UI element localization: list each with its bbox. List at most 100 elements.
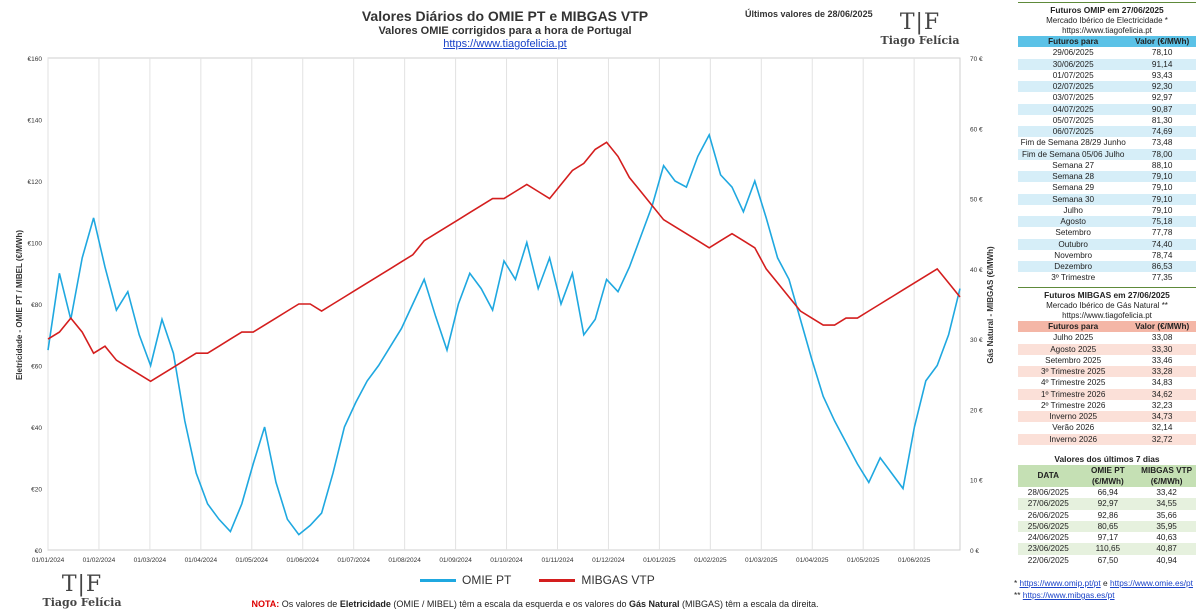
note-prefix: NOTA: bbox=[251, 599, 280, 609]
x-tick-label: 01/09/2024 bbox=[439, 557, 472, 564]
table-row: Agosto 2025 33,30 bbox=[1018, 343, 1196, 355]
mibgas-link[interactable]: https://www.tiagofelicia.pt bbox=[1062, 311, 1152, 320]
table-row: 22/06/2025 67,50 40,94 bbox=[1018, 555, 1196, 566]
mibgas-cell: 3º Trimestre 2025 bbox=[1040, 367, 1106, 376]
mibgas-cell: 33,28 bbox=[1151, 367, 1173, 376]
note-text-1: Os valores de bbox=[279, 599, 340, 609]
x-tick-label: 01/05/2024 bbox=[236, 557, 269, 564]
x-tick-label: 01/11/2024 bbox=[541, 557, 573, 564]
legend-swatch-mibgas bbox=[539, 578, 576, 582]
website-link[interactable]: https://www.tiagofelicia.pt bbox=[443, 38, 567, 50]
y-right-tick-label: 50 € bbox=[970, 197, 983, 204]
last7-col-omie-name: OMIE PT bbox=[1091, 466, 1125, 475]
omip-cell: 77,78 bbox=[1151, 228, 1173, 238]
last7-cell: 66,94 bbox=[1097, 488, 1119, 497]
y-axis-left-ticks: €0 €20 €40 €60 €80 €100 €120 €140 €160 bbox=[28, 56, 43, 555]
omip-cell: 78,00 bbox=[1151, 149, 1173, 159]
omip-cell: 91,14 bbox=[1151, 59, 1173, 69]
table-row: Novembro 78,74 bbox=[1018, 250, 1196, 261]
last7-rows: 28/06/2025 66,94 33,42 27/06/2025 92,97 34,55… bbox=[1018, 487, 1196, 566]
footer-and: e bbox=[1103, 578, 1108, 588]
mibgas-cell: 1º Trimestre 2026 bbox=[1040, 389, 1106, 399]
omip-cell: 92,30 bbox=[1151, 82, 1173, 91]
mibgas-cell: Inverno 2025 bbox=[1049, 412, 1098, 421]
table-row: 24/06/2025 97,17 40,63 bbox=[1018, 532, 1196, 543]
x-tick-label: 01/02/2024 bbox=[83, 557, 116, 564]
x-tick-label: 01/01/2025 bbox=[643, 557, 676, 564]
y-left-tick-label: €0 bbox=[35, 548, 43, 555]
x-tick-label: 01/06/2024 bbox=[286, 557, 319, 564]
logo-mark-bottom: T|F bbox=[61, 572, 103, 597]
note-text-3: (MIBGAS) têm a escala da direita. bbox=[679, 599, 819, 609]
last7-cell: 26/06/2025 bbox=[1027, 510, 1069, 520]
y-left-tick-label: €140 bbox=[28, 118, 43, 125]
omip-cell: Setembro bbox=[1055, 228, 1091, 238]
omip-cell: 06/07/2025 bbox=[1052, 127, 1094, 136]
plot-frame bbox=[47, 57, 961, 551]
table-row: 25/06/2025 80,65 35,95 bbox=[1018, 520, 1196, 532]
omip-cell: Semana 28 bbox=[1052, 172, 1095, 181]
table-row: Verão 2026 32,14 bbox=[1018, 422, 1196, 433]
last7-col-date: DATA bbox=[1037, 471, 1060, 480]
omip-cell: 75,18 bbox=[1151, 217, 1173, 226]
last7-cell: 40,87 bbox=[1156, 544, 1177, 554]
last7-title: Valores dos últimos 7 dias bbox=[1054, 454, 1160, 464]
omip-cell: 78,74 bbox=[1151, 250, 1173, 260]
mibgas-cell: 32,72 bbox=[1151, 434, 1173, 444]
omip-col-futures: Futuros para bbox=[1048, 37, 1099, 46]
table-row: 3º Trimestre 2025 33,28 bbox=[1018, 366, 1196, 378]
table-row: Semana 28 79,10 bbox=[1018, 171, 1196, 183]
table-row: 1º Trimestre 2026 34,62 bbox=[1018, 388, 1196, 400]
y-axis-right-ticks: 0 € 10 € 20 € 30 € 40 € 50 € 60 € 70 € bbox=[970, 56, 983, 555]
omip-cell: 77,35 bbox=[1151, 273, 1173, 283]
y-right-tick-label: 0 € bbox=[970, 548, 979, 555]
last7-cell: 92,97 bbox=[1097, 499, 1119, 509]
omip-cell: Dezembro bbox=[1054, 262, 1093, 271]
note-bold-1: Eletricidade bbox=[339, 599, 391, 609]
table-row: Julho 2025 33,08 bbox=[1018, 332, 1196, 343]
omip-cell: 79,10 bbox=[1151, 172, 1173, 181]
legend-label-omie: OMIE PT bbox=[462, 573, 512, 587]
omip-cell: 3º Trimestre bbox=[1051, 273, 1096, 283]
y-left-tick-label: €60 bbox=[31, 364, 42, 371]
logo-bottom: T|F Tiago Felícia bbox=[42, 572, 122, 610]
table-row: 28/06/2025 66,94 33,42 bbox=[1018, 487, 1196, 498]
footer-star-2: ** bbox=[1014, 590, 1021, 600]
omip-link[interactable]: https://www.tiagofelicia.pt bbox=[1062, 26, 1152, 35]
omie-source-link[interactable]: https://www.omie.es/pt bbox=[1109, 578, 1193, 588]
mibgas-title: Futuros MIBGAS em 27/06/2025 bbox=[1044, 290, 1170, 300]
y-left-tick-label: €20 bbox=[31, 487, 42, 494]
omip-cell: 81,30 bbox=[1151, 115, 1173, 125]
omip-source-link[interactable]: https://www.omip.pt/pt bbox=[1019, 578, 1101, 588]
omip-cell: 73,48 bbox=[1151, 138, 1173, 148]
omip-futures-table: Futuros OMIP em 27/06/2025 Mercado Ibéri… bbox=[1018, 2, 1196, 284]
omip-cell: 78,10 bbox=[1151, 48, 1173, 58]
mibgas-source-link[interactable]: https://www.mibgas.es/pt bbox=[1022, 590, 1115, 600]
x-tick-label: 01/04/2024 bbox=[185, 557, 218, 564]
last7-cell: 34,55 bbox=[1156, 499, 1177, 509]
omip-cell: 74,69 bbox=[1151, 127, 1173, 136]
y-right-tick-label: 10 € bbox=[970, 478, 983, 485]
omip-cell: 93,43 bbox=[1151, 70, 1173, 80]
logo-mark: T|F bbox=[899, 10, 941, 35]
logo-name-bottom: Tiago Felícia bbox=[42, 596, 122, 609]
omip-cell: Fim de Semana 28/29 Junho bbox=[1020, 138, 1126, 148]
x-tick-label: 01/10/2024 bbox=[490, 557, 523, 564]
omip-cell: Semana 30 bbox=[1052, 194, 1095, 204]
x-tick-label: 01/08/2024 bbox=[388, 557, 421, 564]
last7-cell: 110,65 bbox=[1095, 544, 1121, 554]
table-row: 2º Trimestre 2026 32,23 bbox=[1018, 400, 1196, 411]
table-row: 01/07/2025 93,43 bbox=[1018, 70, 1196, 81]
omip-cell: 03/07/2025 bbox=[1052, 93, 1094, 103]
footnote: NOTA: Os valores de Eletricidade (OMIE /… bbox=[150, 599, 920, 609]
y-left-tick-label: €160 bbox=[28, 56, 43, 63]
omip-cell: 30/06/2025 bbox=[1052, 59, 1094, 69]
table-row: Setembro 2025 33,46 bbox=[1018, 355, 1196, 366]
last7-cell: 23/06/2025 bbox=[1027, 544, 1069, 554]
legend-label-mibgas: MIBGAS VTP bbox=[581, 573, 655, 587]
table-row: Fim de Semana 05/06 Julho 78,00 bbox=[1018, 148, 1196, 160]
table-row: 06/07/2025 74,69 bbox=[1018, 126, 1196, 138]
chart-subtitle: Valores OMIE corrigidos para a hora de P… bbox=[378, 25, 632, 37]
omip-cell: 86,53 bbox=[1151, 262, 1173, 271]
y-right-tick-label: 30 € bbox=[970, 337, 983, 344]
